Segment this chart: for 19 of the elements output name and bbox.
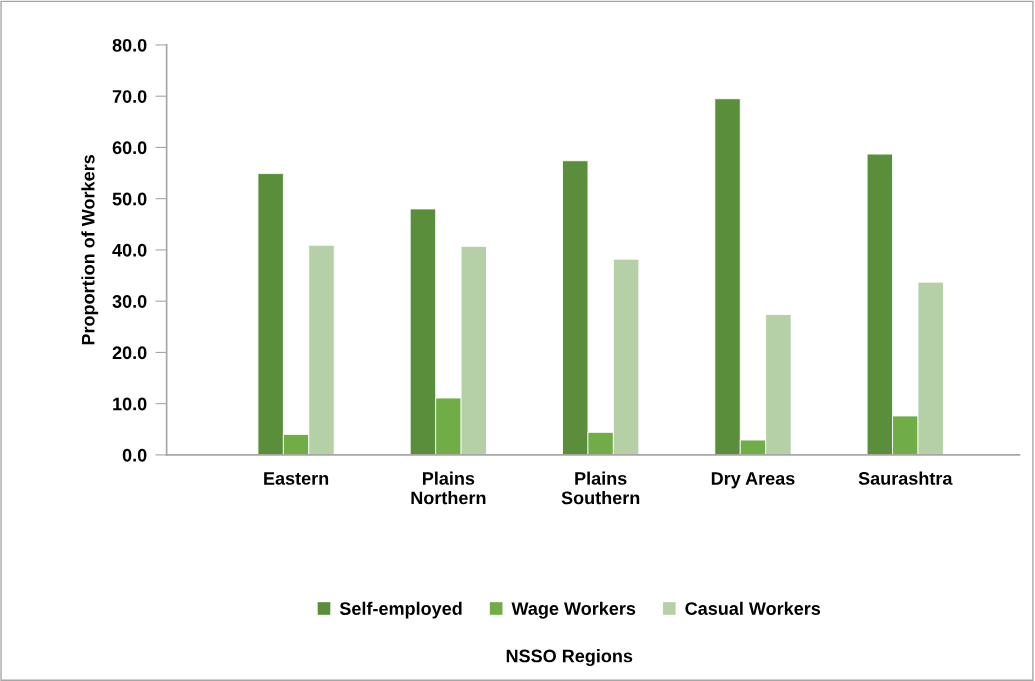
x-tick-label: Plains Southern <box>561 471 640 505</box>
y-tick-label: 10.0 <box>113 397 147 411</box>
legend-label: Casual Workers <box>685 601 821 615</box>
x-tick-label: Saurashtra <box>858 471 953 485</box>
legend-label: Self-employed <box>339 601 462 619</box>
x-tick-label: Plains Northern <box>411 471 486 505</box>
y-axis-title: Proportion of Workers <box>81 155 99 345</box>
y-tick-label: 0.0 <box>122 448 147 462</box>
x-tick-label: Eastern <box>264 472 329 485</box>
legend-label: Wage Workers <box>511 601 636 619</box>
text: NSSO Regions <box>506 649 633 667</box>
y-tick-label: 40.0 <box>112 243 147 257</box>
y-tick-label: 80.0 <box>112 38 147 52</box>
y-tick-label: 70.0 <box>112 90 147 103</box>
y-tick-label: 30.0 <box>112 295 147 308</box>
y-tick-label: 60.0 <box>112 141 147 155</box>
x-tick-label: Dry Areas <box>711 472 795 489</box>
y-tick-label: 50.0 <box>112 192 147 206</box>
y-tick-label: 20.0 <box>112 346 147 360</box>
